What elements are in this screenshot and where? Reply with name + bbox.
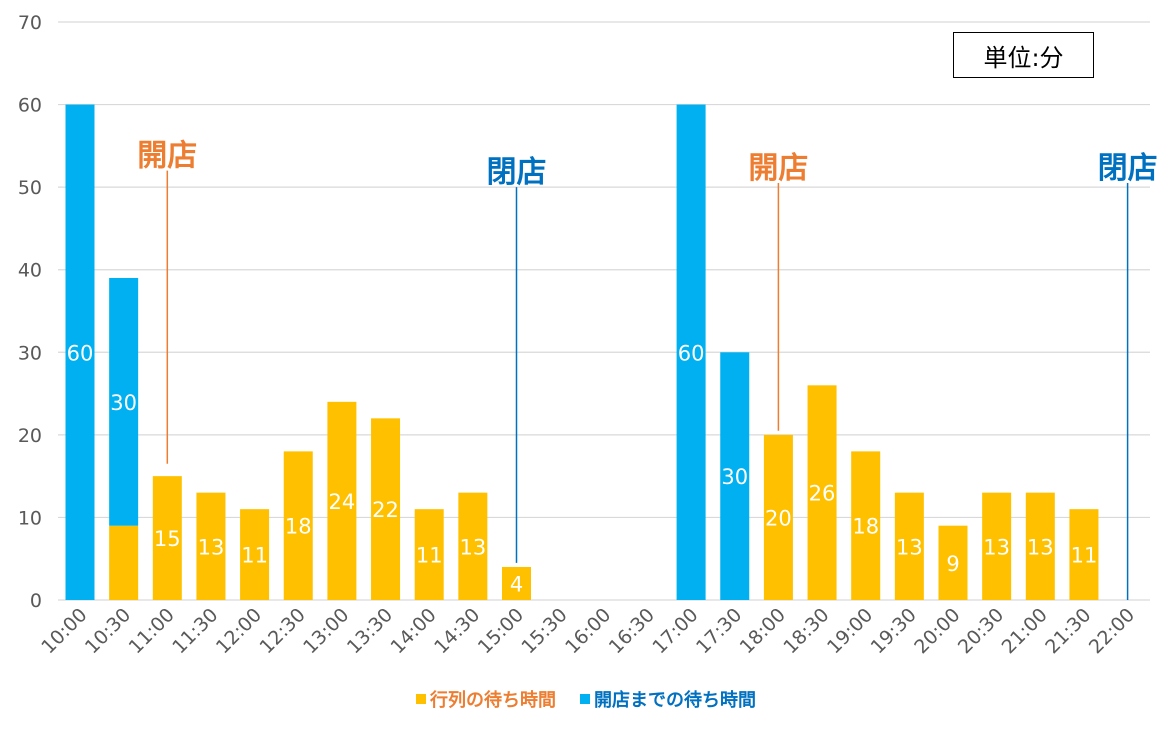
legend-item-opening: 開店までの待ち時間 [580, 686, 756, 712]
x-tick-label: 16:00 [561, 604, 615, 658]
bar-queue [1025, 492, 1055, 600]
x-tick-label: 13:00 [299, 604, 353, 658]
bar-queue [109, 525, 139, 600]
y-tick-label: 50 [18, 177, 42, 199]
data-label: 13 [198, 535, 225, 559]
legend-item-queue: 行列の待ち時間 [416, 686, 556, 712]
data-label: 60 [67, 341, 94, 365]
x-tick-label: 14:30 [430, 604, 484, 658]
x-tick-label: 11:30 [168, 604, 222, 658]
bar-queue [414, 509, 444, 600]
data-label: 13 [896, 535, 923, 559]
x-tick-label: 10:00 [37, 604, 91, 658]
bar-queue [371, 418, 401, 600]
data-label: 18 [852, 515, 879, 539]
x-tick-label: 14:00 [386, 604, 440, 658]
legend-label-opening: 開店までの待ち時間 [594, 690, 756, 711]
bar-queue [502, 566, 531, 600]
data-label: 22 [372, 498, 399, 522]
annotation-label: 閉店 [487, 155, 547, 190]
bar-queue [851, 451, 881, 600]
x-tick-label: 12:00 [212, 604, 266, 658]
bar-queue [152, 476, 182, 600]
data-label: 18 [285, 515, 312, 539]
bar-queue [763, 434, 793, 600]
legend-swatch-opening [580, 694, 590, 704]
bar-queue [283, 451, 313, 600]
data-label: 11 [1071, 544, 1098, 568]
data-label: 9 [946, 552, 959, 576]
x-tick-label: 20:00 [910, 604, 964, 658]
data-label: 4 [510, 572, 523, 596]
legend-label-queue: 行列の待ち時間 [430, 690, 556, 711]
y-tick-label: 60 [18, 95, 42, 117]
data-label: 13 [1027, 535, 1054, 559]
bar-queue [240, 509, 270, 600]
data-label: 11 [241, 544, 268, 568]
x-tick-label: 20:30 [954, 604, 1008, 658]
data-label: 30 [110, 391, 137, 415]
bar-queue [1069, 509, 1099, 600]
annotation-label: 開店 [748, 151, 808, 186]
bar-queue [196, 492, 226, 600]
data-label: 11 [416, 544, 443, 568]
x-tick-label: 15:00 [474, 604, 528, 658]
annotation-label: 閉店 [1098, 151, 1158, 186]
x-tick-label: 10:30 [81, 604, 135, 658]
x-tick-label: 18:30 [779, 604, 833, 658]
bar-opening [65, 104, 95, 601]
legend: 行列の待ち時間 開店までの待ち時間 [0, 686, 1172, 712]
unit-label: 単位:分 [953, 32, 1094, 78]
annotation-label: 開店 [137, 139, 197, 174]
x-tick-label: 18:00 [736, 604, 790, 658]
y-tick-label: 30 [18, 342, 42, 364]
data-label: 30 [721, 465, 748, 489]
bar-queue [807, 385, 837, 600]
x-tick-label: 19:00 [823, 604, 877, 658]
x-tick-label: 15:30 [517, 604, 571, 658]
x-tick-label: 17:00 [648, 604, 702, 658]
bar-queue [327, 401, 357, 600]
x-tick-label: 12:30 [256, 604, 310, 658]
x-tick-label: 17:30 [692, 604, 746, 658]
x-tick-label: 19:30 [867, 604, 921, 658]
bar-opening [109, 277, 139, 526]
x-tick-label: 21:30 [1041, 604, 1095, 658]
data-label: 20 [765, 506, 792, 530]
data-label: 13 [983, 535, 1010, 559]
bar-queue [894, 492, 924, 600]
y-tick-label: 0 [30, 590, 42, 612]
data-label: 26 [809, 482, 836, 506]
x-tick-label: 21:00 [998, 604, 1052, 658]
data-label: 15 [154, 527, 181, 551]
bar-opening [720, 352, 750, 600]
y-tick-label: 10 [18, 507, 42, 529]
y-tick-label: 40 [18, 260, 42, 282]
chart-plot: 0 10 20 30 40 50 60 70 60 30 15 13 11 18 24 22 11 13 4 60 30… [18, 12, 1158, 658]
data-label: 13 [459, 535, 486, 559]
bar-opening [676, 104, 706, 601]
bar-queue [458, 492, 488, 600]
x-tick-label: 16:30 [605, 604, 659, 658]
data-label: 60 [678, 341, 705, 365]
bar-queue [938, 525, 968, 600]
x-tick-label: 22:00 [1085, 604, 1139, 658]
legend-swatch-queue [416, 694, 426, 704]
bar-queue [982, 492, 1012, 600]
x-tick-label: 13:30 [343, 604, 397, 658]
y-tick-label: 20 [18, 425, 42, 447]
y-tick-label: 70 [18, 12, 42, 34]
data-label: 24 [329, 490, 356, 514]
x-tick-label: 11:00 [125, 604, 179, 658]
